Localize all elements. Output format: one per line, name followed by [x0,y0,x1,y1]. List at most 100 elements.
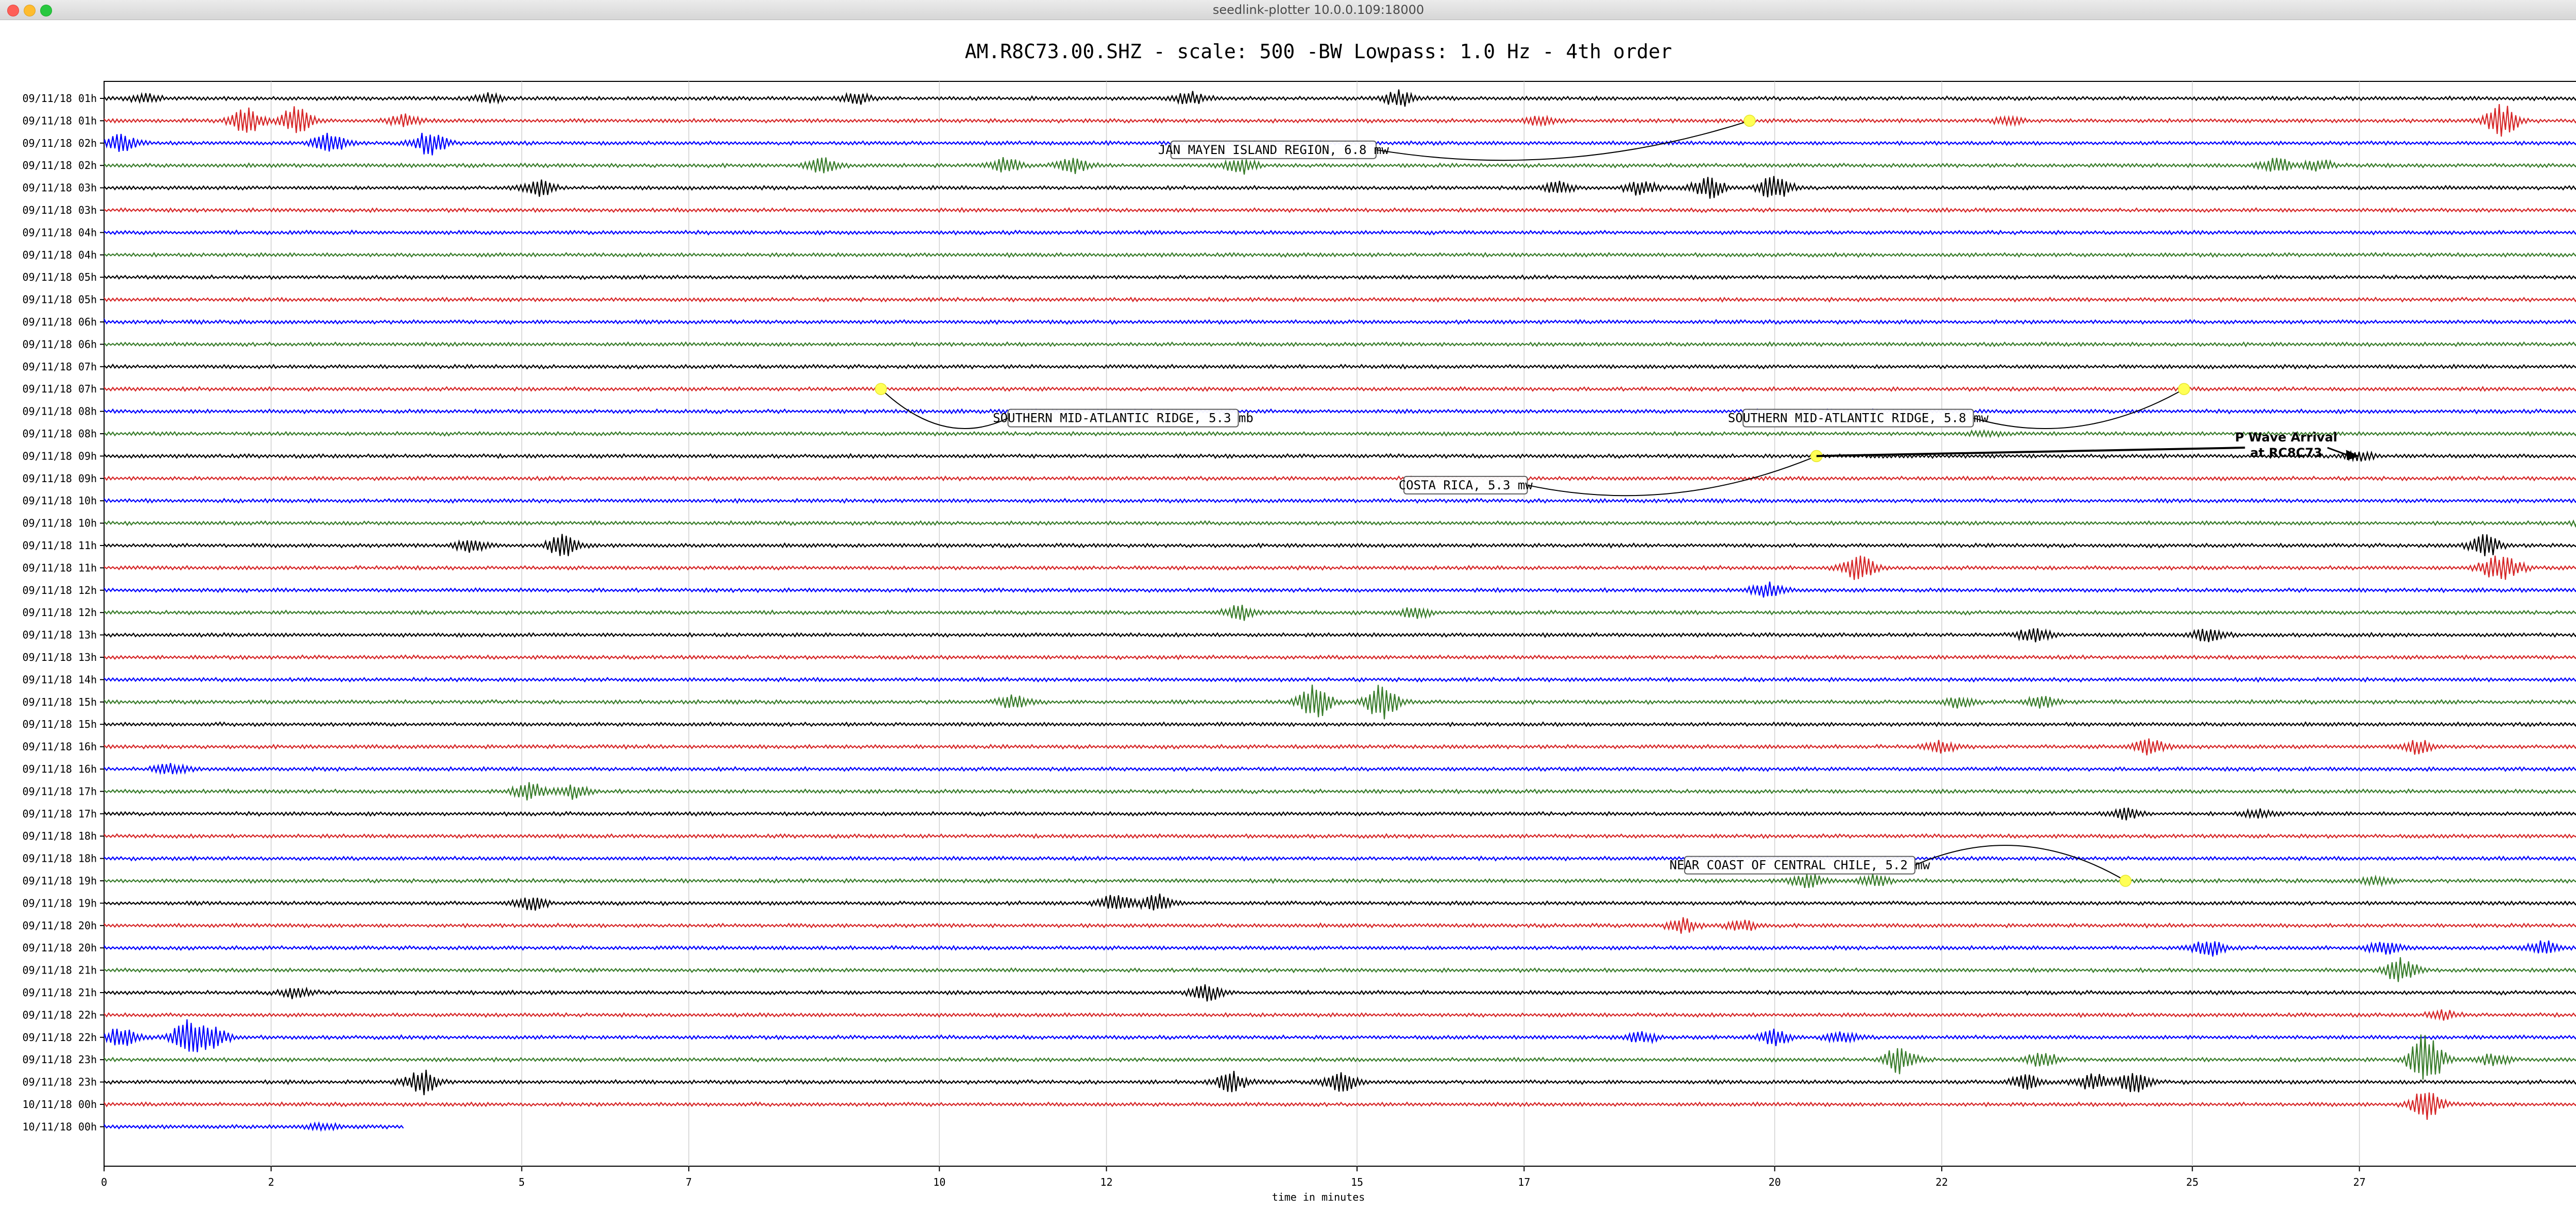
seismic-trace [104,582,2576,598]
seismic-trace [104,654,2576,661]
y-row-label: 09/11/18 07h [23,361,97,373]
seismic-trace [104,296,2576,303]
seismic-trace [104,1092,2576,1120]
zoom-window-button[interactable] [40,5,52,16]
y-row-label: 09/11/18 20h [23,919,97,932]
annotation-box [1007,408,1239,428]
event-marker [1743,114,1756,127]
seismic-trace [104,874,2576,889]
y-row-label: 09/11/18 12h [23,584,97,596]
seismic-trace [104,676,2576,683]
y-row-label: 09/11/18 08h [23,428,97,440]
minimize-window-button[interactable] [24,5,36,16]
y-row-label: 09/11/18 11h [23,539,97,552]
y-row-label: 09/11/18 08h [23,405,97,418]
seismic-trace [104,917,2576,934]
x-tick-label: 2 [268,1176,274,1188]
seismic-trace [104,519,2576,528]
seismic-trace [104,855,2576,862]
x-tick-label: 12 [1100,1176,1113,1188]
y-row-label: 09/11/18 16h [23,763,97,775]
y-row-label: 09/11/18 09h [23,450,97,462]
p-wave-label-line2: at RC8C73 [2250,446,2323,460]
event-annotation-label: SOUTHERN MID-ATLANTIC RIDGE, 5.3 mb [993,411,1253,425]
annotation-connector [1527,455,1817,497]
y-row-label: 09/11/18 04h [23,226,97,238]
y-row-label: 09/11/18 02h [23,137,97,149]
x-tick-label: 27 [2353,1176,2366,1188]
annotation-connector [880,388,1008,429]
x-tick-label: 15 [1351,1176,1363,1188]
annotation-box [1403,475,1528,494]
seismic-trace [104,318,2576,326]
seismic-trace [104,89,2576,107]
seismic-trace [104,157,2576,175]
seismic-trace [104,940,2576,957]
seismic-trace [104,833,2576,840]
seismic-trace [104,555,2576,580]
y-row-label: 09/11/18 13h [23,629,97,641]
event-annotation-label: COSTA RICA, 5.3 mw [1399,478,1533,492]
y-row-label: 09/11/18 03h [23,182,97,194]
y-row-label: 09/11/18 12h [23,606,97,619]
seismic-trace [104,229,2576,236]
seismic-trace [104,1009,2576,1021]
seismic-trace [104,628,2576,642]
window-title: seedlink-plotter 10.0.0.109:18000 [1212,3,1425,17]
seismic-trace [104,386,2576,393]
plot-title: AM.R8C73.00.SHZ - scale: 500 -BW Lowpass… [964,40,1672,63]
x-tick-label: 20 [1769,1176,1781,1188]
y-row-label: 09/11/18 05h [23,294,97,306]
seismic-trace [104,721,2576,727]
x-tick-label: 10 [933,1176,945,1188]
seismic-trace [104,1069,2576,1096]
seismic-trace [104,984,2576,1002]
y-row-label: 09/11/18 13h [23,651,97,663]
event-marker [875,383,887,395]
seismic-trace [104,104,2576,137]
close-window-button[interactable] [7,5,19,16]
seismic-trace [104,738,2576,756]
y-row-label: 09/11/18 10h [23,517,97,530]
seismic-trace [104,534,2576,556]
seismic-trace [104,450,2576,463]
seismic-trace [104,251,2576,259]
y-row-label: 09/11/18 22h [23,1031,97,1044]
p-wave-arrow-line [2327,447,2351,457]
seismic-trace [104,807,2576,821]
x-tick-label: 25 [2186,1176,2198,1188]
y-row-label: 09/11/18 11h [23,561,97,574]
y-row-label: 09/11/18 06h [23,316,97,328]
seismic-trace [104,893,2576,911]
p-wave-connector [1816,447,2245,457]
x-tick-label: 7 [686,1176,692,1188]
event-marker [2119,875,2132,887]
annotation-box [1684,856,1916,875]
annotation-box [1170,140,1377,159]
seismic-trace [104,1019,2576,1052]
y-row-label: 09/11/18 20h [23,942,97,954]
seismic-trace [104,1121,404,1132]
annotation-box [1742,408,1974,428]
y-row-label: 09/11/18 02h [23,159,97,172]
seismic-trace [104,429,2576,438]
y-row-label: 10/11/18 00h [23,1098,97,1111]
x-tick-label: 17 [1518,1176,1530,1188]
y-row-label: 09/11/18 21h [23,986,97,999]
y-row-label: 09/11/18 17h [23,808,97,820]
y-row-label: 09/11/18 09h [23,472,97,485]
y-row-label: 09/11/18 17h [23,785,97,797]
x-tick-label: 5 [519,1176,525,1188]
y-row-label: 09/11/18 15h [23,696,97,708]
seismic-trace [104,605,2576,621]
seismic-trace [104,475,2576,482]
y-row-label: 09/11/18 21h [23,964,97,977]
seismic-trace [104,957,2576,982]
y-row-label: 09/11/18 07h [23,383,97,395]
annotation-connector [1914,845,2126,881]
y-row-label: 09/11/18 23h [23,1076,97,1088]
y-row-label: 09/11/18 22h [23,1009,97,1021]
x-axis-label: time in minutes [1272,1191,1365,1203]
event-annotation-label: JAN MAYEN ISLAND REGION, 6.8 mw [1158,143,1389,157]
